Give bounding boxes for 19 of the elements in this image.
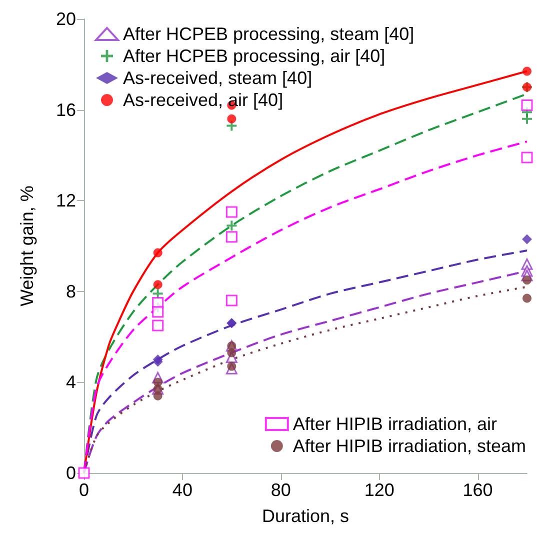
y-tick-label: 8 — [66, 281, 76, 302]
y-axis-title: Weight gain, % — [17, 186, 37, 306]
x-tick-label: 160 — [462, 480, 493, 500]
x-tick-label: 80 — [270, 480, 291, 500]
y-tick-label: 16 — [56, 100, 76, 120]
legend-label: As-received, steam [40] — [123, 68, 312, 88]
x-tick-label: 40 — [172, 480, 192, 500]
legend-label: After HIPIB irradiation, steam — [292, 436, 526, 456]
y-tick-label: 0 — [66, 463, 76, 483]
y-tick-label: 4 — [66, 372, 76, 392]
y-tick-label: 12 — [56, 190, 76, 211]
legend-label: As-received, air [40] — [123, 90, 284, 110]
x-tick-label: 120 — [364, 480, 394, 500]
legend-label: After HCPEB processing, steam [40] — [123, 24, 414, 44]
legend-label: After HIPIB irradiation, air — [292, 414, 497, 434]
x-axis-title: Duration, s — [262, 506, 350, 526]
legend-label: After HCPEB processing, air [40] — [123, 46, 386, 66]
y-tick-label: 20 — [56, 9, 76, 29]
x-tick-label: 0 — [78, 480, 90, 500]
